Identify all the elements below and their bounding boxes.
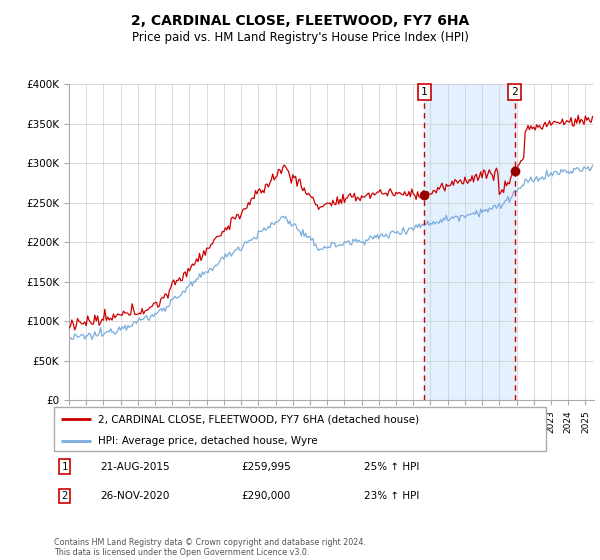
Text: 25% ↑ HPI: 25% ↑ HPI [364,461,419,472]
Text: 1: 1 [421,87,428,97]
Text: Contains HM Land Registry data © Crown copyright and database right 2024.
This d: Contains HM Land Registry data © Crown c… [54,538,366,557]
Text: 23% ↑ HPI: 23% ↑ HPI [364,491,419,501]
FancyBboxPatch shape [54,407,546,451]
Text: 21-AUG-2015: 21-AUG-2015 [101,461,170,472]
Bar [424,84,515,400]
Text: £259,995: £259,995 [241,461,291,472]
Text: 2: 2 [511,87,518,97]
Text: HPI: Average price, detached house, Wyre: HPI: Average price, detached house, Wyre [98,436,318,446]
Text: 2: 2 [62,491,68,501]
Text: 1: 1 [62,461,68,472]
Text: 2, CARDINAL CLOSE, FLEETWOOD, FY7 6HA (detached house): 2, CARDINAL CLOSE, FLEETWOOD, FY7 6HA (d… [98,414,419,424]
Text: 26-NOV-2020: 26-NOV-2020 [101,491,170,501]
Text: £290,000: £290,000 [241,491,290,501]
Text: Price paid vs. HM Land Registry's House Price Index (HPI): Price paid vs. HM Land Registry's House … [131,31,469,44]
Text: 2, CARDINAL CLOSE, FLEETWOOD, FY7 6HA: 2, CARDINAL CLOSE, FLEETWOOD, FY7 6HA [131,14,469,28]
